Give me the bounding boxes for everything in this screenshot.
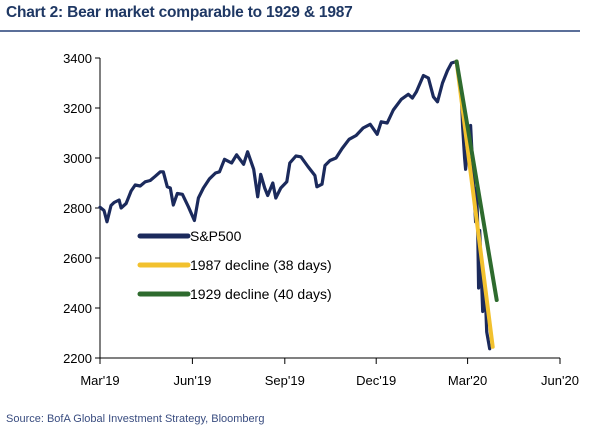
y-tick-label: 3000 — [63, 151, 92, 166]
x-tick-label: Mar'20 — [448, 373, 487, 388]
line-chart: 2200 2400 2600 2800 3000 3200 3400 Mar'19 Jun'19… — [63, 51, 579, 388]
x-tick-label: Mar'19 — [80, 373, 119, 388]
series-layer — [98, 59, 499, 351]
x-tick-label: Dec'19 — [356, 373, 396, 388]
legend-label: 1987 decline (38 days) — [190, 257, 332, 273]
legend: S&P500 1987 decline (38 days) 1929 decline… — [137, 228, 332, 302]
decline-1929-line — [454, 59, 499, 302]
chart-title: Chart 2: Bear market comparable to 1929 … — [6, 4, 353, 21]
y-tick-label: 3200 — [63, 101, 92, 116]
y-tick-label: 3400 — [63, 51, 92, 66]
legend-label: 1929 decline (40 days) — [190, 286, 332, 302]
title-rule — [0, 30, 580, 32]
axes: 2200 2400 2600 2800 3000 3200 3400 Mar'19 Jun'19… — [63, 51, 579, 388]
source-note: Source: BofA Global Investment Strategy,… — [6, 413, 265, 425]
legend-label: S&P500 — [190, 228, 242, 244]
x-tick-label: Jun'19 — [173, 373, 211, 388]
y-tick-label: 2400 — [63, 301, 92, 316]
y-tick-label: 2600 — [63, 251, 92, 266]
sp500-line — [98, 59, 492, 351]
x-tick-label: Sep'19 — [265, 373, 305, 388]
y-tick-label: 2800 — [63, 201, 92, 216]
y-tick-label: 2200 — [63, 351, 92, 366]
x-tick-label: Jun'20 — [541, 373, 579, 388]
